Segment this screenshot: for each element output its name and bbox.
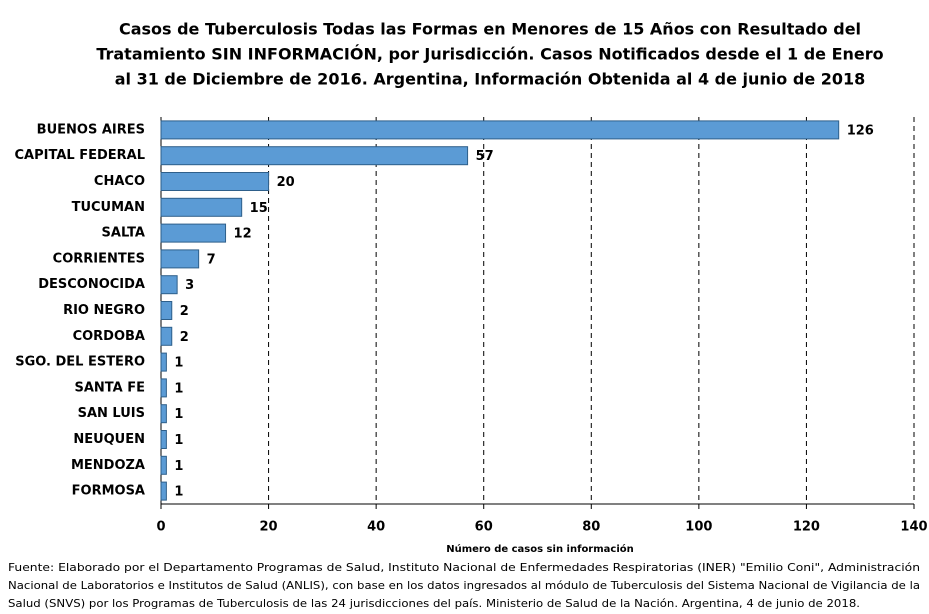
value-label: 126 (847, 123, 874, 138)
y-tick-label: BUENOS AIRES (37, 122, 145, 137)
y-tick-label: TUCUMAN (72, 200, 145, 215)
y-tick-label: DESCONOCIDA (38, 277, 145, 292)
value-label: 15 (250, 201, 268, 216)
bar (160, 326, 173, 346)
y-tick-label: CHACO (94, 174, 145, 189)
bar (160, 430, 167, 449)
value-label: 20 (277, 175, 295, 190)
footnote: Fuente: Elaborado por el Departamento Pr… (8, 561, 920, 574)
value-label: 3 (185, 278, 194, 293)
chart-title: Casos de Tuberculosis Todas las Formas e… (119, 20, 861, 39)
footnote: Nacional de Laboratorios e Institutos de… (8, 579, 920, 592)
bar (160, 172, 270, 191)
x-tick-label: 100 (685, 520, 712, 535)
x-tick-label: 0 (156, 520, 165, 535)
x-tick-label: 140 (900, 520, 927, 535)
value-label: 1 (174, 356, 183, 371)
value-label: 1 (174, 485, 183, 500)
x-tick-label: 120 (793, 520, 820, 535)
y-tick-label: SALTA (102, 226, 145, 241)
value-label: 2 (180, 304, 189, 319)
chart-title: Tratamiento SIN INFORMACIÓN, por Jurisdi… (96, 45, 883, 64)
bar (160, 275, 178, 295)
value-label: 1 (174, 381, 183, 396)
y-tick-label: CAPITAL FEDERAL (15, 148, 145, 163)
x-tick-label: 20 (260, 520, 278, 535)
bar (160, 197, 243, 217)
chart-title: al 31 de Diciembre de 2016. Argentina, I… (115, 70, 866, 89)
x-tick-label: 40 (367, 520, 385, 535)
value-label: 2 (180, 330, 189, 345)
y-tick-label: NEUQUEN (73, 432, 145, 447)
bar (160, 481, 167, 501)
bar (160, 223, 227, 243)
bar (160, 146, 469, 166)
bar (160, 352, 167, 372)
y-tick-label: RIO NEGRO (63, 303, 145, 318)
bar (160, 455, 167, 475)
x-axis-label: Número de casos sin información (446, 543, 634, 555)
y-tick-label: FORMOSA (72, 484, 145, 499)
value-label: 1 (174, 459, 183, 474)
y-tick-label: CORDOBA (73, 329, 145, 344)
y-tick-label: CORRIENTES (53, 251, 145, 266)
value-label: 57 (476, 149, 494, 164)
value-label: 12 (234, 227, 252, 242)
y-tick-label: MENDOZA (71, 458, 145, 473)
y-tick-label: SGO. DEL ESTERO (15, 355, 145, 370)
bar (160, 378, 167, 398)
bar (160, 120, 840, 140)
value-label: 7 (207, 252, 216, 267)
bar (160, 404, 167, 424)
value-label: 1 (174, 407, 183, 422)
value-label: 1 (174, 433, 183, 448)
footnote: Salud (SNVS) por los Programas de Tuberc… (8, 597, 860, 610)
y-tick-label: SAN LUIS (78, 406, 145, 421)
bar (160, 249, 200, 269)
x-tick-label: 60 (475, 520, 493, 535)
bar (160, 301, 173, 320)
y-tick-label: SANTA FE (74, 380, 145, 395)
x-tick-label: 80 (582, 520, 600, 535)
